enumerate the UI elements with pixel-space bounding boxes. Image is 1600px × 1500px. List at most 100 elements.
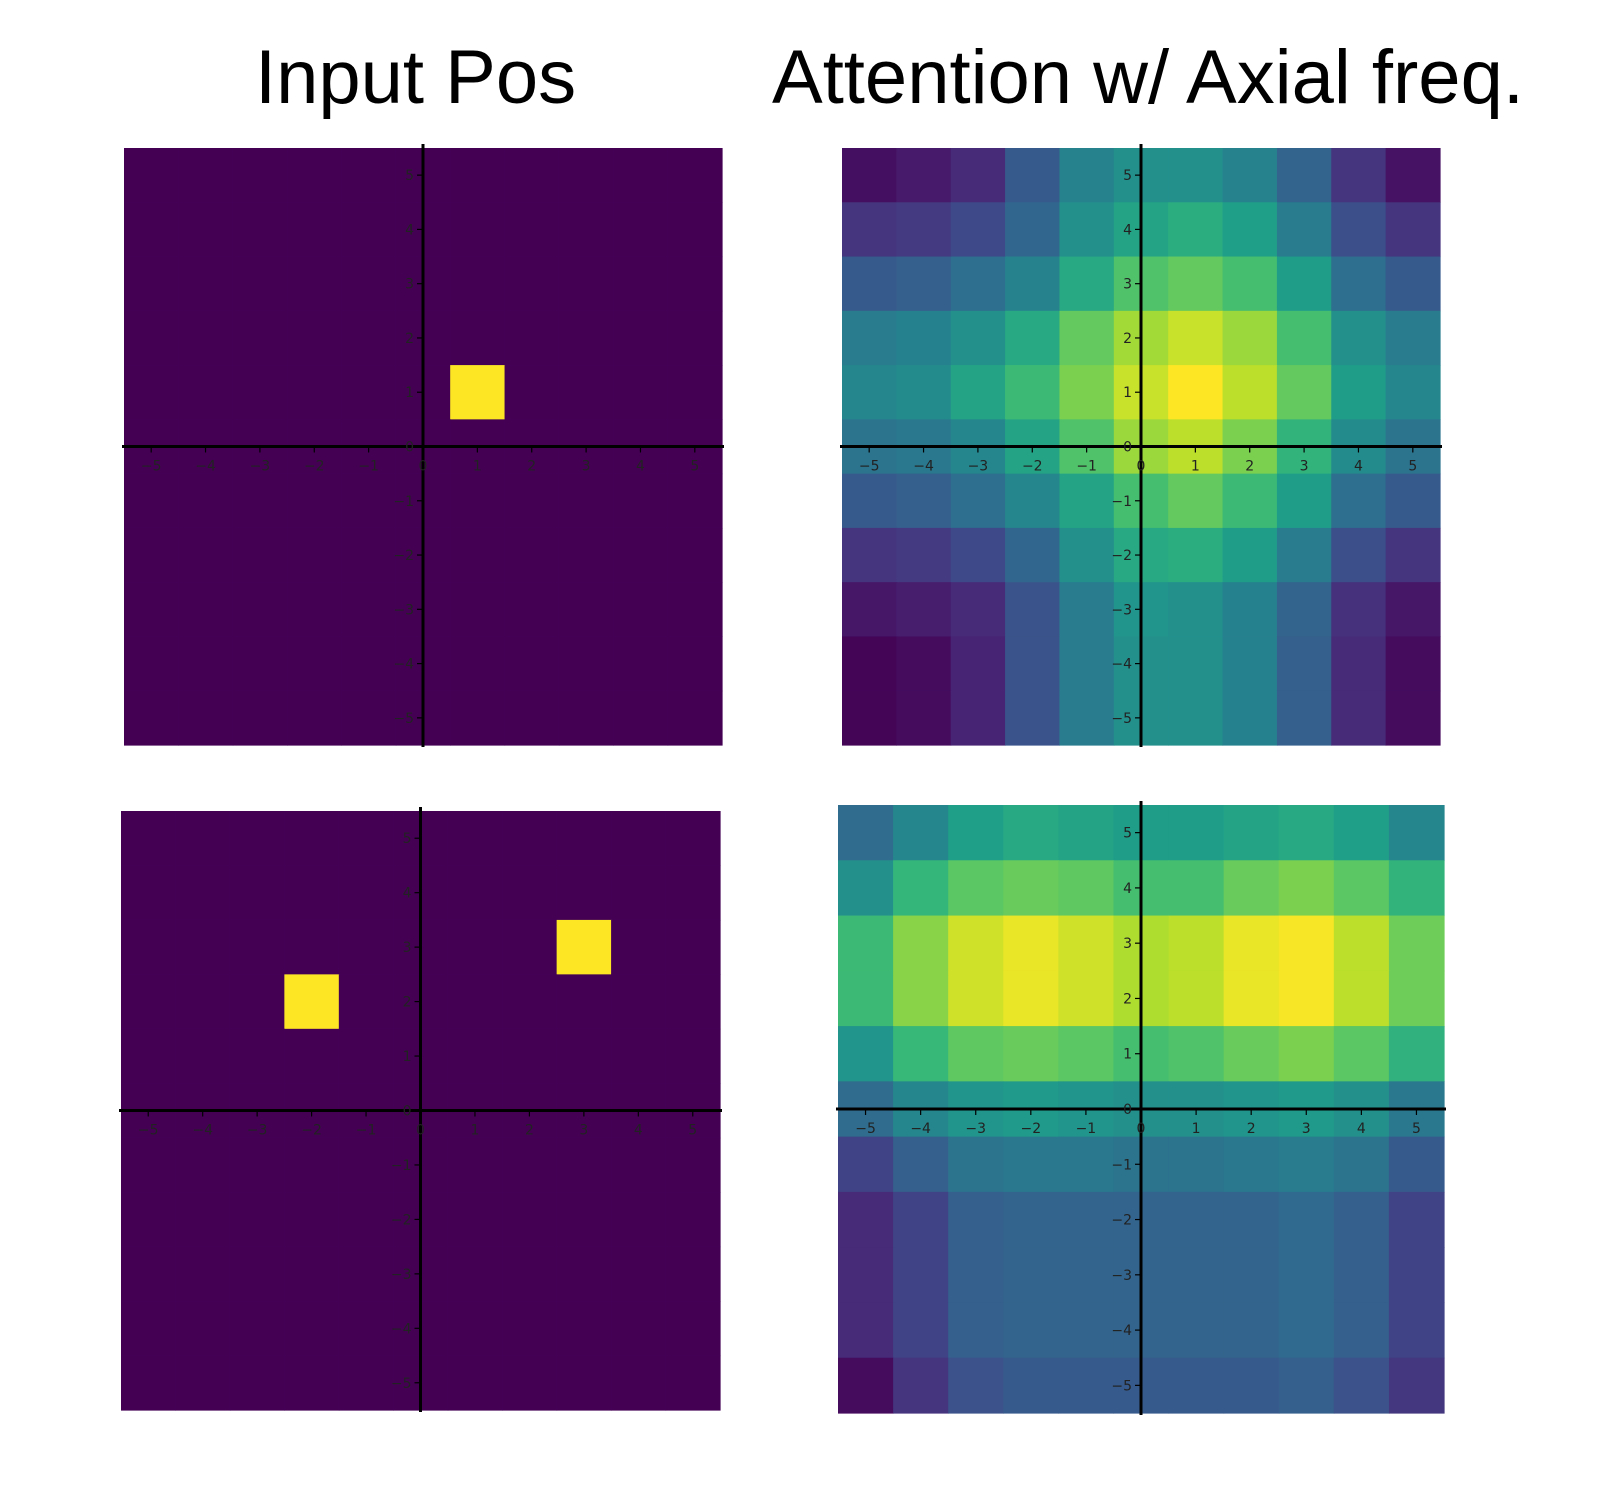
heatmap-cell — [1058, 1357, 1115, 1414]
heatmap-cell — [613, 473, 669, 529]
heatmap-cell — [121, 974, 177, 1030]
heatmap-cell — [121, 1137, 177, 1193]
heatmap-cell — [948, 915, 1004, 972]
heatmap-cell — [1003, 1136, 1059, 1193]
heatmap-cell — [287, 310, 343, 366]
heatmap-cell — [229, 811, 285, 867]
y-tick-label: 0 — [403, 1104, 412, 1120]
heatmap-cell — [284, 1137, 340, 1193]
heatmap-cell — [232, 636, 288, 692]
y-tick-label: 4 — [403, 886, 412, 902]
y-tick-label: 2 — [1123, 991, 1132, 1007]
heatmap-cell — [1059, 582, 1115, 638]
heatmap-cell — [121, 1301, 177, 1357]
heatmap-cell — [1223, 805, 1280, 861]
heatmap-cell — [893, 1357, 949, 1414]
y-tick-label: −1 — [1111, 494, 1132, 510]
heatmap-cell — [611, 974, 667, 1030]
heatmap-cell — [1222, 365, 1278, 420]
heatmap-cell — [1058, 1136, 1115, 1193]
y-tick-label: 0 — [405, 440, 414, 456]
heatmap-cell — [338, 974, 394, 1030]
x-tick-label: −1 — [356, 1123, 377, 1139]
heatmap-cell — [1168, 202, 1224, 258]
x-tick-label: 0 — [1137, 459, 1146, 475]
heatmap-cell — [556, 1137, 612, 1193]
heatmap-cell — [229, 1246, 285, 1302]
x-tick-label: −2 — [1020, 1121, 1041, 1137]
heatmap-cell — [1278, 1357, 1335, 1414]
heatmap-cell — [665, 865, 721, 921]
heatmap-cell — [893, 1247, 949, 1304]
heatmap-cell — [1276, 582, 1332, 638]
heatmap-cell — [178, 256, 234, 312]
heatmap-cell — [1058, 860, 1115, 917]
heatmap-cell — [287, 365, 343, 420]
heatmap-cell — [178, 582, 234, 638]
heatmap-cell — [1331, 582, 1387, 638]
heatmap-cell — [613, 202, 669, 258]
heatmap-cell — [450, 473, 506, 529]
heatmap-cell — [1276, 202, 1332, 258]
heatmap-cell — [1276, 256, 1332, 312]
heatmap-cell — [178, 636, 234, 692]
heatmap-cell — [341, 256, 397, 312]
heatmap-cell — [1222, 690, 1278, 746]
x-tick-label: 3 — [582, 459, 591, 475]
heatmap-cell — [1003, 805, 1059, 861]
x-tick-label: −5 — [859, 459, 880, 475]
y-tick-label: −1 — [391, 1158, 412, 1174]
y-tick-label: −3 — [393, 602, 414, 618]
heatmap-cell — [232, 527, 288, 583]
heatmap-cell — [1003, 1191, 1059, 1248]
y-tick-label: 2 — [1123, 331, 1132, 347]
heatmap-cell — [1333, 1026, 1390, 1082]
x-tick-label: 4 — [636, 459, 645, 475]
heatmap-cell — [838, 1136, 894, 1193]
heatmap-cell — [1168, 1136, 1225, 1193]
heatmap-cell — [950, 148, 1006, 203]
heatmap-cell — [665, 974, 721, 1030]
heatmap-cell — [558, 636, 614, 692]
heatmap-cell — [1168, 527, 1224, 583]
heatmap-cell — [124, 148, 179, 203]
heatmap-cell — [338, 1192, 394, 1248]
heatmap-cell — [504, 636, 560, 692]
heatmap-cell — [556, 1028, 612, 1084]
x-tick-label: −4 — [192, 1123, 213, 1139]
heatmap-cell — [232, 473, 288, 529]
heatmap-cell — [1276, 636, 1332, 692]
x-tick-label: −3 — [250, 459, 271, 475]
heatmap-cell — [121, 1355, 177, 1411]
heatmap-cell — [1388, 915, 1445, 972]
heatmap-cell — [838, 1191, 894, 1248]
heatmap-cell — [1223, 1191, 1280, 1248]
heatmap-cell — [838, 915, 894, 972]
heatmap-cell — [1168, 582, 1224, 638]
x-tick-label: 5 — [1412, 1121, 1421, 1137]
heatmap-cell — [175, 1137, 231, 1193]
heatmap-cell — [1276, 365, 1332, 420]
heatmap-cell — [287, 636, 343, 692]
y-tick-label: −2 — [391, 1212, 412, 1228]
heatmap-cell — [1333, 860, 1390, 917]
heatmap-cell — [556, 1355, 612, 1411]
heatmap-cell — [558, 690, 614, 746]
x-tick-label: 0 — [416, 1123, 425, 1139]
heatmap-cell — [447, 1192, 503, 1248]
heatmap-cell — [893, 1026, 949, 1082]
heatmap-cell — [1333, 1191, 1390, 1248]
heatmap-cell — [1168, 1302, 1225, 1359]
heatmap-cell — [1385, 636, 1441, 692]
heatmap-panel-attention-1: −5 −4 −3 −2 −1 0 1 2 3 4 5 −5 −4 −3 −2 −1 0 1 2 3 4 5 — [840, 144, 1442, 747]
heatmap-cell — [178, 473, 234, 529]
heatmap-cell — [893, 860, 949, 917]
x-tick-label: −2 — [1022, 459, 1043, 475]
heatmap-cell — [504, 202, 560, 258]
heatmap-cell — [229, 919, 285, 975]
heatmap-cell — [121, 865, 177, 921]
heatmap-cell — [284, 1301, 340, 1357]
y-tick-label: −3 — [391, 1267, 412, 1283]
x-tick-label: 1 — [470, 1123, 479, 1139]
heatmap-cell — [232, 202, 288, 258]
